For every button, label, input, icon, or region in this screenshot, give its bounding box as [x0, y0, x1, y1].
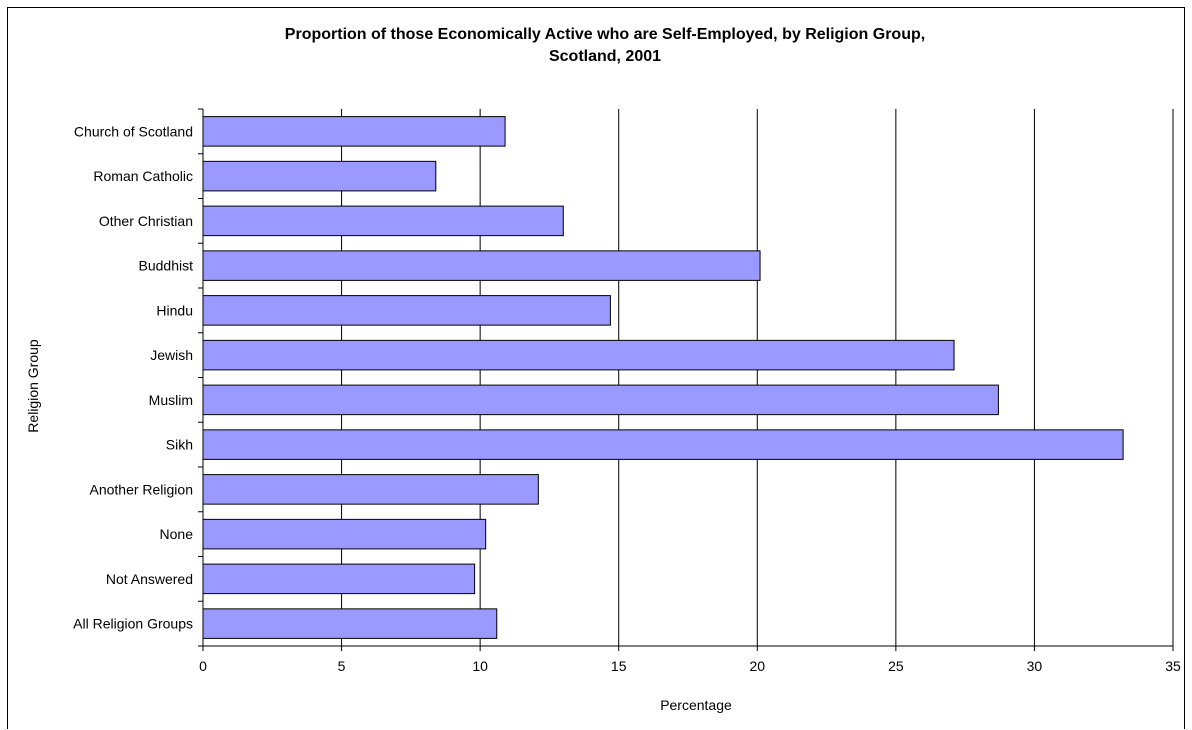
bar	[202, 384, 999, 416]
category-label: Jewish	[150, 347, 193, 363]
bar	[202, 295, 611, 326]
category-label: Hindu	[156, 302, 193, 318]
bar	[202, 116, 506, 147]
y-axis-title: Religion Group	[25, 339, 41, 433]
x-tick-label: 25	[888, 658, 904, 674]
bar-chart: Proportion of those Economically Active …	[25, 26, 1181, 713]
category-label: All Religion Groups	[73, 616, 193, 632]
category-label: Church of Scotland	[74, 123, 193, 139]
axes	[198, 108, 1174, 651]
chart-frame: Proportion of those Economically Active …	[7, 7, 1185, 729]
category-label: Roman Catholic	[93, 168, 193, 184]
bar	[202, 518, 487, 550]
category-labels: Church of Scotland Roman Catholic Other Ch…	[73, 123, 193, 631]
bar	[202, 160, 437, 192]
x-tick-label: 10	[472, 658, 488, 674]
bars	[202, 116, 1124, 639]
gridlines	[341, 109, 1174, 646]
chart-title-line2: Scotland, 2001	[549, 48, 661, 65]
category-label: None	[160, 526, 194, 542]
category-label: Other Christian	[99, 213, 193, 229]
category-label: Another Religion	[89, 481, 193, 497]
x-tick-label: 35	[1165, 658, 1181, 674]
bar	[202, 205, 564, 237]
x-tick-labels: 0 5 10 15 20 25 30 35	[199, 658, 1181, 674]
category-label: Buddhist	[139, 258, 194, 274]
bar	[202, 474, 539, 505]
x-axis-title: Percentage	[660, 697, 732, 713]
x-tick-label: 15	[611, 658, 627, 674]
category-label: Sikh	[166, 437, 193, 453]
bar	[202, 339, 955, 371]
chart-title: Proportion of those Economically Active …	[285, 26, 925, 43]
bar	[202, 563, 476, 595]
x-tick-label: 30	[1027, 658, 1043, 674]
x-tick-label: 20	[749, 658, 765, 674]
bar	[202, 429, 1124, 460]
x-tick-label: 0	[199, 658, 207, 674]
bar	[202, 608, 498, 639]
bar	[202, 250, 761, 281]
category-label: Not Answered	[106, 571, 193, 587]
x-tick-label: 5	[338, 658, 346, 674]
category-label: Muslim	[149, 392, 193, 408]
